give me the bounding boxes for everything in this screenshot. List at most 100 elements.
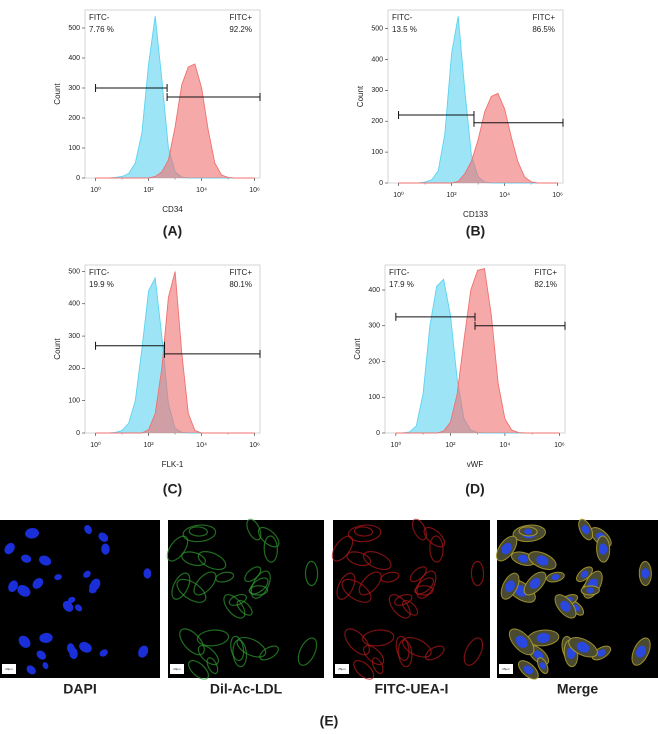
cell-signal [250, 570, 271, 599]
histogram-area [95, 271, 255, 433]
nucleus [536, 555, 549, 566]
histogram-panel: 0 100 200 300 400 500 10⁰ 10² 10⁴ 10⁶ CD34 Count (A)… [53, 9, 261, 239]
x-tick-label: 10⁰ [391, 441, 402, 449]
x-axis-label: vWF [467, 460, 484, 469]
nucleus [54, 574, 62, 581]
nucleus [524, 528, 533, 535]
histogram-panel: 0 100 200 300 400 500 10⁰ 10² 10⁴ 10⁶ CD133 Count (B… [356, 9, 564, 239]
scale-bar-label: 25μm [338, 667, 346, 671]
nucleus [17, 584, 31, 597]
scale-bar-label: 20μm [5, 667, 13, 671]
cell-signal [429, 535, 444, 563]
cell-signal [236, 636, 267, 658]
image-label: Dil-Ac-LDL [210, 681, 283, 697]
image-label: DAPI [63, 681, 96, 697]
micrograph: 25μm Merge [495, 518, 658, 697]
panel-label: (B) [466, 223, 485, 239]
x-tick-label: 10⁴ [196, 187, 207, 194]
nucleus [586, 587, 595, 594]
cell-signal [362, 644, 385, 666]
gate-label: FITC+ [535, 268, 558, 277]
cell-signal [246, 518, 262, 541]
cell-signal [297, 637, 318, 666]
nucleus [598, 543, 608, 555]
cell-signal [414, 585, 434, 596]
y-tick-label: 400 [68, 301, 80, 308]
cell-signal [166, 535, 189, 562]
nucleus [501, 542, 512, 555]
y-tick-label: 400 [368, 287, 380, 294]
y-axis-label: Count [53, 338, 62, 360]
nucleus [98, 532, 109, 542]
nucleus [580, 570, 589, 578]
nucleus [99, 649, 108, 657]
nucleus [84, 524, 92, 535]
x-tick-label: 10² [143, 442, 154, 449]
y-tick-label: 100 [68, 398, 80, 405]
cell-signal [358, 571, 382, 596]
y-tick-label: 0 [379, 180, 383, 187]
cell-signal [402, 599, 419, 616]
y-axis-label: Count [356, 85, 365, 107]
x-tick-label: 10² [143, 187, 154, 194]
cell-signal [304, 560, 319, 587]
gate-percent: 82.1% [534, 280, 557, 289]
nucleus [27, 528, 35, 535]
y-tick-label: 200 [68, 115, 80, 122]
nucleus [69, 647, 78, 660]
gate-label: FITC+ [230, 13, 253, 22]
x-tick-label: 10⁶ [552, 192, 563, 199]
nucleus [536, 632, 550, 643]
figure-label: (E) [320, 713, 339, 729]
nucleus [551, 574, 560, 581]
cell-signal [371, 657, 384, 675]
gate-percent: 86.5% [532, 25, 555, 34]
cell-signal [179, 628, 205, 656]
cell-signal [347, 524, 382, 543]
y-tick-label: 200 [371, 118, 383, 125]
nucleus [560, 600, 571, 612]
y-tick-label: 0 [376, 430, 380, 437]
y-tick-label: 300 [371, 87, 383, 94]
gate-label: FITC- [389, 268, 410, 277]
y-tick-label: 200 [368, 358, 380, 365]
cell-signal [470, 560, 485, 587]
image-label: FITC-UEA-I [375, 681, 449, 697]
nucleus [636, 645, 647, 658]
cell-signal [411, 518, 427, 541]
histogram-outline [398, 92, 558, 184]
y-tick-label: 100 [368, 394, 380, 401]
x-tick-label: 10⁴ [500, 442, 511, 449]
y-tick-label: 400 [371, 56, 383, 63]
nucleus [18, 635, 31, 648]
cell-signal [188, 660, 210, 680]
y-tick-label: 500 [68, 25, 80, 32]
cell-signal [193, 571, 217, 596]
cell-signal [197, 551, 227, 571]
cell-signal [223, 594, 246, 619]
y-tick-label: 300 [368, 323, 380, 330]
cell-signal [416, 570, 437, 599]
x-tick-label: 10⁶ [554, 442, 565, 449]
nucleus [79, 641, 92, 653]
nucleus [576, 641, 590, 653]
histogram-panel: 0 100 200 300 400 10⁰ 10² 10⁴ 10⁶ vWF Count (D) FITC… [353, 264, 566, 497]
nucleus [20, 554, 32, 563]
micrograph: 20μm Dil-Ac-LDL [166, 518, 324, 697]
nucleus [36, 650, 47, 660]
x-axis-label: CD133 [463, 210, 488, 219]
cell-signal [188, 526, 208, 537]
nucleus [67, 596, 76, 603]
cell-signal [388, 594, 411, 619]
nucleus [597, 649, 606, 657]
cell-signal [236, 599, 253, 616]
cell-signal [401, 636, 432, 658]
cell-signal [362, 551, 392, 571]
cell-signal [353, 660, 375, 680]
x-axis-label: FLK-1 [162, 460, 184, 469]
panel-label: (C) [163, 481, 182, 497]
histogram-area [95, 64, 255, 178]
cell-signal [228, 593, 248, 606]
nucleus [39, 555, 52, 566]
x-axis-label: CD34 [162, 205, 183, 214]
